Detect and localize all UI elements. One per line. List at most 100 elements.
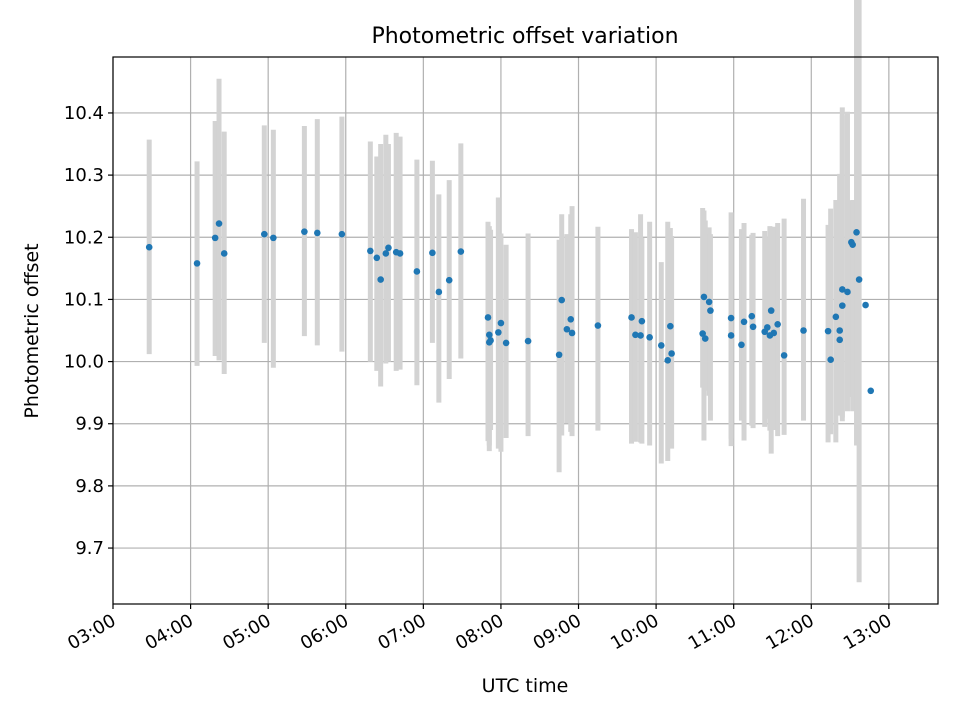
y-axis-ticks: 9.7 9.8 9.9 10.0 10.1 10.2 10.3 10.4	[64, 103, 113, 559]
data-point	[849, 241, 856, 249]
data-point	[832, 313, 840, 321]
data-point	[457, 248, 465, 255]
data-point	[628, 314, 635, 321]
y-tick-label: 9.9	[75, 414, 104, 435]
error-bars	[146, 0, 862, 583]
data-point	[413, 268, 421, 275]
y-tick-label: 9.7	[75, 538, 104, 559]
data-point	[260, 230, 268, 238]
data-point	[780, 352, 788, 359]
data-point	[657, 342, 665, 349]
data-point	[767, 307, 775, 314]
data-point	[382, 250, 390, 257]
x-tick-label: 10:00	[607, 610, 662, 654]
data-point	[836, 327, 844, 334]
data-point	[646, 334, 653, 341]
data-point	[862, 301, 869, 309]
data-point	[667, 322, 674, 330]
data-point	[632, 331, 639, 339]
x-tick-label: 07:00	[374, 610, 429, 654]
data-point	[301, 228, 308, 235]
data-point	[800, 327, 807, 334]
data-point	[567, 316, 575, 323]
grid	[112, 57, 938, 604]
x-axis-ticks: 03:00 04:00 05:00 06:00 07:00 08:00 09:00 10:00…	[64, 604, 895, 654]
data-point	[867, 387, 875, 395]
y-tick-label: 10.4	[64, 103, 104, 124]
data-point	[484, 314, 492, 321]
data-point	[563, 325, 571, 333]
x-tick-label: 03:00	[64, 610, 119, 654]
data-point	[839, 302, 846, 309]
data-point	[435, 288, 443, 296]
x-tick-label: 06:00	[297, 610, 352, 654]
y-axis-label: Photometric offset	[21, 243, 43, 418]
data-point	[524, 337, 532, 345]
data-point	[770, 329, 778, 337]
data-point	[558, 296, 566, 304]
data-point	[220, 250, 228, 257]
data-point	[749, 323, 757, 331]
data-point	[855, 276, 863, 283]
data-point	[764, 324, 771, 331]
data-point	[485, 331, 493, 339]
data-point	[853, 228, 860, 236]
data-point	[502, 339, 510, 347]
data-point	[701, 335, 709, 342]
data-point	[555, 351, 563, 359]
data-point	[487, 337, 494, 344]
x-tick-label: 12:00	[762, 610, 817, 654]
data-point	[664, 357, 672, 364]
data-point	[844, 288, 851, 296]
x-tick-label: 13:00	[840, 610, 895, 654]
data-point	[338, 230, 346, 238]
y-tick-label: 10.2	[64, 227, 104, 248]
x-tick-label: 11:00	[685, 610, 740, 654]
data-point	[738, 341, 745, 349]
x-tick-label: 09:00	[530, 610, 585, 654]
data-point	[445, 276, 453, 284]
plot-frame	[112, 56, 939, 605]
data-point	[270, 234, 277, 242]
data-point	[827, 356, 834, 364]
data-point	[748, 312, 756, 320]
data-point	[373, 254, 381, 262]
data-point	[638, 317, 646, 325]
x-tick-label: 05:00	[219, 610, 274, 654]
data-point	[727, 332, 735, 339]
data-point	[705, 298, 713, 306]
data-point	[839, 286, 846, 293]
data-points	[145, 220, 875, 395]
data-point	[727, 314, 735, 322]
data-point	[594, 322, 602, 329]
data-point	[836, 336, 844, 344]
y-tick-label: 9.8	[75, 476, 104, 497]
data-point	[215, 220, 223, 227]
data-point	[211, 234, 219, 242]
data-point	[700, 293, 708, 301]
data-point	[314, 229, 321, 237]
data-point	[193, 260, 201, 267]
data-point	[707, 307, 714, 314]
y-tick-label: 10.3	[64, 165, 104, 186]
data-point	[668, 350, 675, 357]
x-tick-label: 04:00	[142, 610, 197, 654]
data-point	[699, 330, 706, 337]
data-point	[396, 250, 404, 257]
x-tick-label: 08:00	[452, 610, 507, 654]
data-point	[497, 319, 505, 327]
data-point	[385, 244, 392, 252]
y-tick-label: 10.0	[64, 352, 104, 373]
y-tick-label: 10.1	[64, 289, 104, 310]
data-point	[568, 329, 576, 337]
data-point	[377, 276, 384, 283]
x-axis-label: UTC time	[482, 675, 569, 697]
data-point	[774, 320, 781, 328]
chart-title: Photometric offset variation	[371, 24, 678, 49]
data-point	[637, 332, 644, 339]
data-point	[429, 249, 436, 257]
data-point	[824, 327, 832, 335]
data-point	[145, 243, 153, 251]
data-point	[495, 329, 502, 336]
